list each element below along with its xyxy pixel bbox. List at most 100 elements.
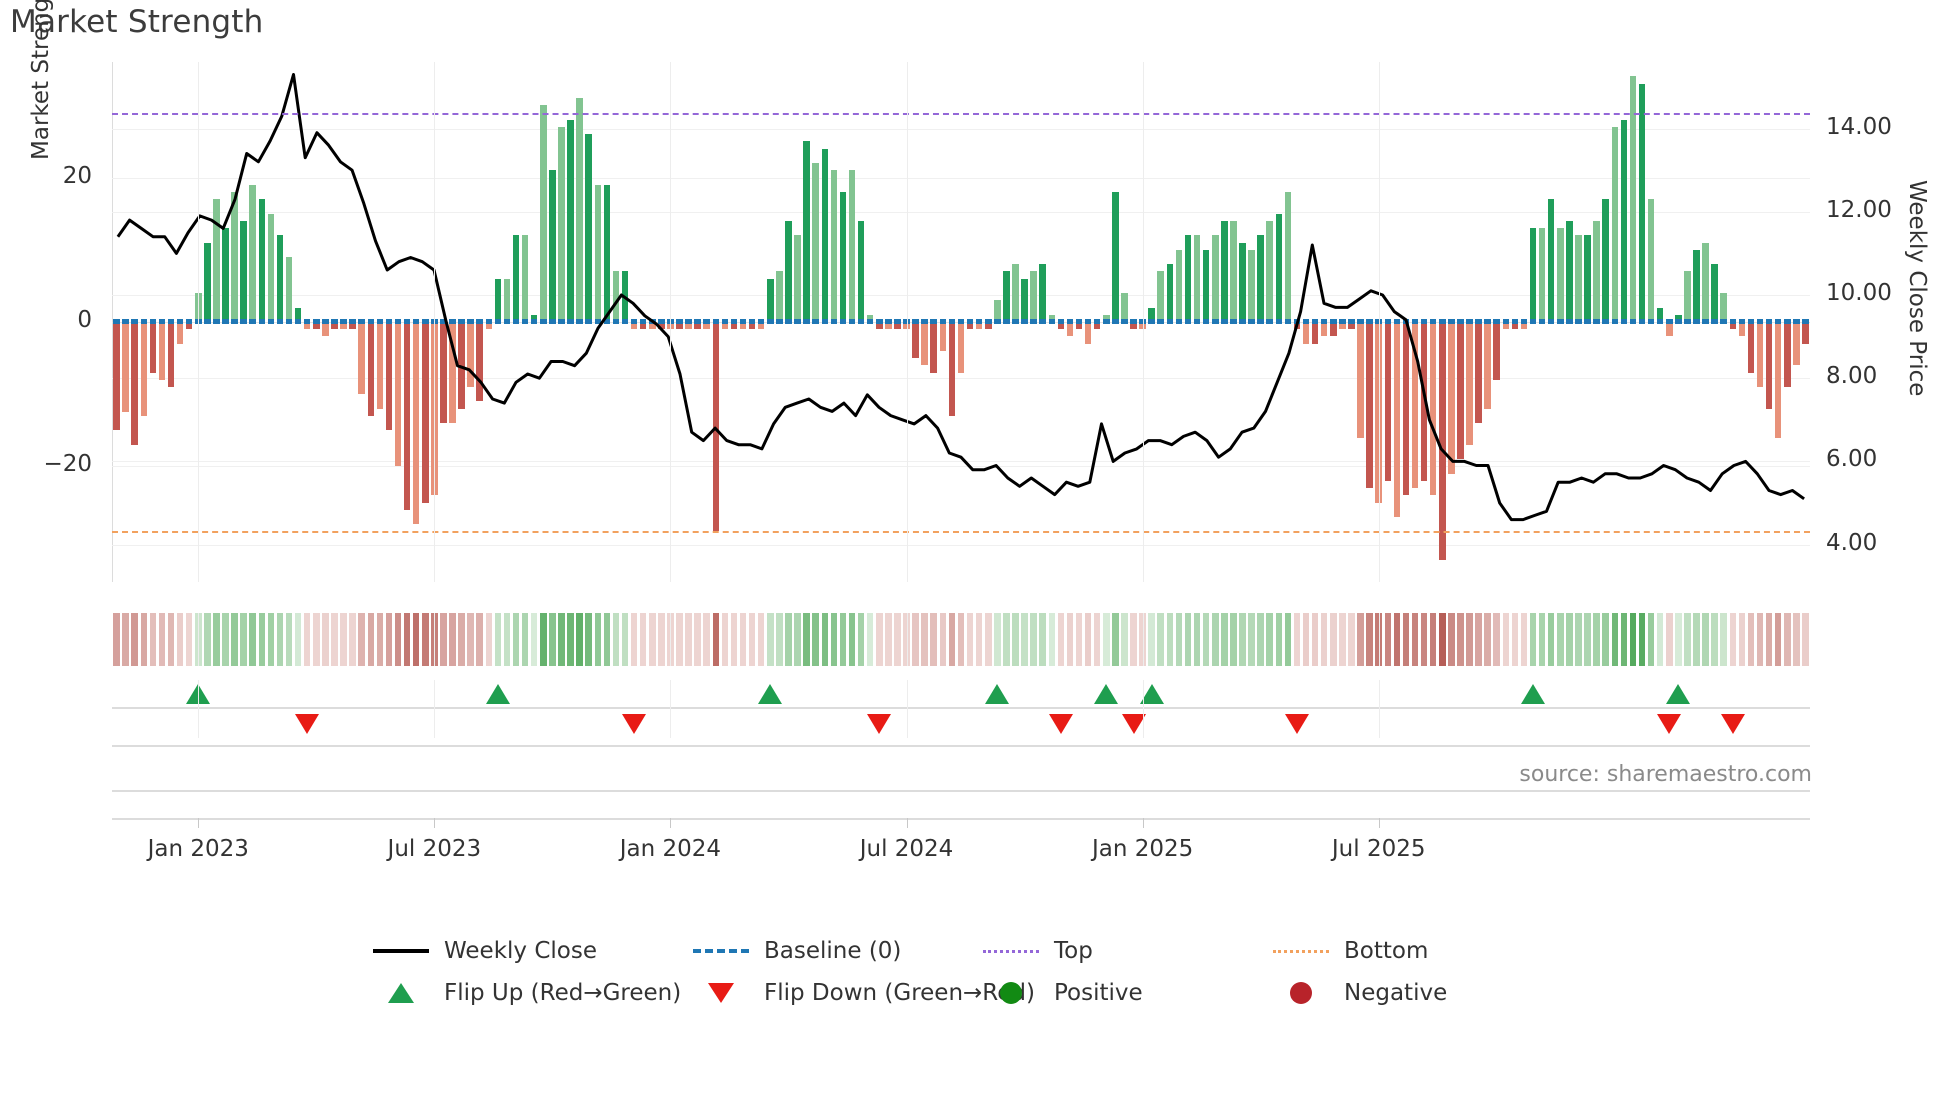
bar-negative (1747, 322, 1755, 373)
legend-item[interactable]: Flip Down (Green→Red) (690, 973, 1035, 1013)
heat-cell (222, 613, 229, 666)
heat-cell (1638, 613, 1646, 666)
baseline-tick (1756, 319, 1764, 324)
heat-cell (249, 613, 256, 666)
bar-positive (1193, 235, 1201, 322)
heat-cell (1003, 613, 1010, 666)
flip-up-marker (985, 684, 1010, 704)
triangle-up-icon (388, 983, 414, 1003)
legend-item[interactable]: Weekly Close (370, 931, 597, 971)
bar-positive (231, 192, 238, 322)
baseline-tick (1166, 319, 1174, 324)
heat-cell (267, 613, 275, 666)
page-title: Market Strength (10, 4, 264, 40)
baseline-tick (821, 319, 829, 324)
heat-cell (1511, 613, 1519, 666)
baseline-tick (1157, 319, 1165, 324)
dotted-line-icon (1273, 949, 1329, 953)
baseline-tick (1193, 319, 1201, 324)
bar-negative (1302, 322, 1310, 344)
baseline-tick (621, 319, 629, 324)
baseline-tick (1529, 319, 1537, 324)
baseline-tick (1184, 319, 1192, 324)
bar-positive (1284, 192, 1292, 322)
heat-cell (912, 613, 919, 666)
heat-cell (921, 613, 928, 666)
heat-cell (1202, 613, 1210, 666)
bar-negative (1448, 322, 1455, 474)
y-tick-label-right: 6.00 (1826, 446, 1878, 473)
y-tick-label-right: 14.00 (1826, 113, 1892, 140)
bar-positive (249, 184, 256, 322)
heat-cell (1566, 613, 1573, 666)
baseline-tick (1357, 319, 1364, 324)
baseline-tick (776, 319, 783, 324)
bar-positive (1148, 307, 1155, 322)
baseline-tick (1765, 319, 1773, 324)
vertical-gridline (1378, 680, 1380, 738)
baseline-tick (957, 319, 965, 324)
gridline-right (112, 128, 1810, 130)
heat-cell (349, 613, 356, 666)
heat-cell (494, 613, 502, 666)
baseline-tick (249, 319, 256, 324)
heat-cell (303, 613, 311, 666)
bar-positive (603, 184, 611, 322)
flip-axis-line (112, 707, 1810, 709)
legend-item[interactable]: Bottom (1270, 931, 1428, 971)
legend-label: Flip Down (Green→Red) (764, 980, 1035, 1006)
bar-negative (1457, 322, 1464, 460)
baseline-tick (1475, 319, 1482, 324)
bar-negative (630, 322, 638, 330)
heat-cell (1502, 613, 1510, 666)
bar-positive (1538, 228, 1546, 322)
heat-cell (1320, 613, 1328, 666)
bar-negative (313, 322, 320, 330)
legend-item[interactable]: Baseline (0) (690, 931, 901, 971)
heat-cell (1084, 613, 1092, 666)
legend-label: Bottom (1344, 938, 1429, 964)
heat-cell (449, 613, 456, 666)
baseline-tick (1420, 319, 1428, 324)
baseline-tick (540, 319, 547, 324)
heat-cell (1230, 613, 1237, 666)
gridline (112, 466, 1810, 468)
bar-negative (694, 322, 701, 330)
bar-positive (530, 314, 538, 322)
bar-negative (1402, 322, 1410, 496)
bar-positive (1248, 249, 1255, 322)
legend-item[interactable]: Top (980, 931, 1093, 971)
bar-negative (1320, 322, 1328, 337)
heat-cell (1493, 613, 1500, 666)
baseline-tick (1021, 319, 1028, 324)
legend-item[interactable]: Negative (1270, 973, 1447, 1013)
baseline-tick (1384, 319, 1392, 324)
legend-label: Flip Up (Red→Green) (444, 980, 682, 1006)
bar-negative (394, 322, 402, 467)
heat-cell (540, 613, 547, 666)
heat-cell (1366, 613, 1373, 666)
vertical-gridline (670, 613, 672, 666)
baseline-tick (1075, 319, 1083, 324)
legend-item[interactable]: Flip Up (Red→Green) (370, 973, 681, 1013)
vertical-gridline (198, 62, 200, 582)
bar-positive (1021, 278, 1028, 322)
baseline-tick (549, 319, 556, 324)
bar-positive (1221, 220, 1228, 322)
baseline-tick (1148, 319, 1155, 324)
circle-icon (1000, 982, 1022, 1004)
heat-cell (830, 613, 838, 666)
bar-positive (1211, 235, 1219, 322)
bar-negative (948, 322, 956, 416)
x-tick (1142, 818, 1144, 828)
baseline-tick (639, 319, 647, 324)
legend-item[interactable]: Positive (980, 973, 1143, 1013)
vertical-gridline (906, 62, 908, 582)
heat-cell (757, 613, 765, 666)
baseline-tick (739, 319, 747, 324)
heat-cell (276, 613, 284, 666)
gridline-right (112, 461, 1810, 463)
x-tick-label: Jul 2025 (1331, 836, 1426, 862)
heat-cell (658, 613, 665, 666)
heat-cell (1211, 613, 1219, 666)
